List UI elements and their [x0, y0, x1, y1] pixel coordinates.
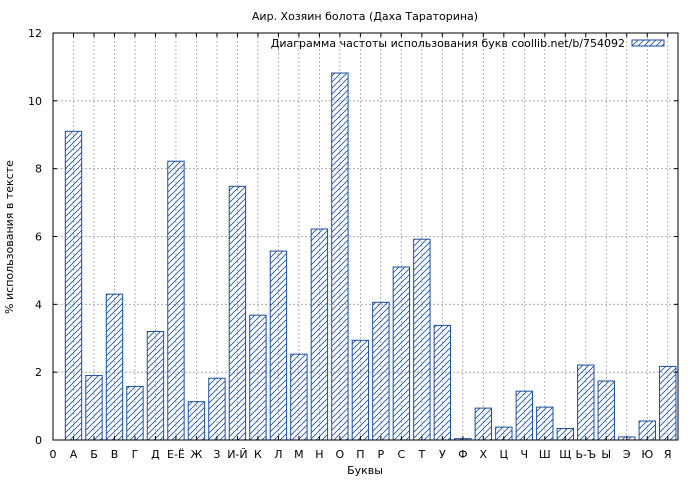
x-tick-label: Л [274, 448, 282, 461]
y-tick-label: 0 [35, 434, 42, 447]
x-tick-label: Ч [521, 448, 529, 461]
y-axis-label: % использования в тексте [3, 160, 16, 314]
x-tick-label: Ц [500, 448, 509, 461]
bar [64, 130, 83, 441]
x-tick-label: Ж [191, 448, 203, 461]
x-tick-label: С [398, 448, 406, 461]
bar [187, 401, 206, 441]
bar [290, 353, 308, 441]
bar [146, 330, 165, 441]
bar [413, 238, 431, 441]
y-tick-label: 4 [35, 298, 42, 311]
x-axis-label: Буквы [347, 464, 383, 477]
x-tick-label: М [294, 448, 304, 461]
legend-label: Диаграмма частоты использования букв coo… [271, 37, 625, 50]
x-tick-label: А [70, 448, 78, 461]
chart-title: Аир. Хозяин болота (Даха Тараторина) [252, 10, 478, 23]
grid [53, 33, 678, 440]
x-tick-label: З [213, 448, 220, 461]
x-tick-label: 0 [50, 448, 57, 461]
bar [515, 390, 534, 441]
x-tick-label: О [336, 448, 345, 461]
y-tick-label: 8 [35, 163, 42, 176]
plot-frame [52, 32, 679, 441]
y-tick-label: 2 [35, 366, 42, 379]
bar [597, 380, 615, 441]
legend-swatch [631, 39, 665, 47]
bar [269, 250, 288, 441]
bar [577, 364, 595, 441]
bar [249, 314, 267, 441]
bars [64, 72, 677, 441]
x-tick-label: Щ [559, 448, 571, 461]
x-tick-label: Ы [601, 448, 611, 461]
bar [310, 228, 329, 441]
bar [372, 301, 390, 441]
bar [126, 385, 144, 441]
x-tick-label: Ю [641, 448, 653, 461]
bar [85, 375, 103, 441]
x-tick-label: Д [151, 448, 160, 461]
x-tick-label: Ф [458, 448, 467, 461]
x-tick-label: Т [417, 448, 425, 461]
x-tick-label: Э [623, 448, 631, 461]
bar [331, 72, 349, 441]
x-tick-label: Х [480, 448, 488, 461]
x-tick-label: У [439, 448, 446, 461]
bar [167, 160, 185, 441]
x-tick-label: Я [664, 448, 672, 461]
legend: Диаграмма частоты использования букв coo… [271, 37, 665, 50]
bar [474, 407, 493, 441]
x-tick-label: Г [132, 448, 139, 461]
x-tick-label: К [254, 448, 262, 461]
bar [208, 377, 226, 441]
x-tick-label: Е-Ё [167, 448, 185, 461]
x-tick-label: Ш [539, 448, 551, 461]
x-tick-label: И-Й [227, 448, 247, 461]
x-tick-label: Б [90, 448, 98, 461]
bar [105, 293, 124, 441]
x-axis: 0 А Б В Г Д Е-Ё Ж З И-Й К Л М Н О П Р С Т У Ф Х Ц Ч Ш Щ Ь-Ъ Ы Э Ю Я [50, 33, 672, 461]
bar [351, 339, 370, 441]
x-tick-label: Ь-Ъ [575, 448, 596, 461]
bar [228, 185, 247, 441]
x-tick-label: П [356, 448, 364, 461]
bar [659, 365, 677, 441]
x-tick-label: Н [315, 448, 323, 461]
y-tick-label: 10 [28, 95, 42, 108]
y-axis: 0 2 4 6 8 10 12 [28, 27, 678, 447]
y-tick-label: 12 [28, 27, 42, 40]
x-tick-label: В [111, 448, 119, 461]
bar [433, 324, 452, 441]
x-tick-label: Р [378, 448, 385, 461]
bar [536, 406, 554, 441]
bar [392, 266, 411, 441]
y-tick-label: 6 [35, 231, 42, 244]
